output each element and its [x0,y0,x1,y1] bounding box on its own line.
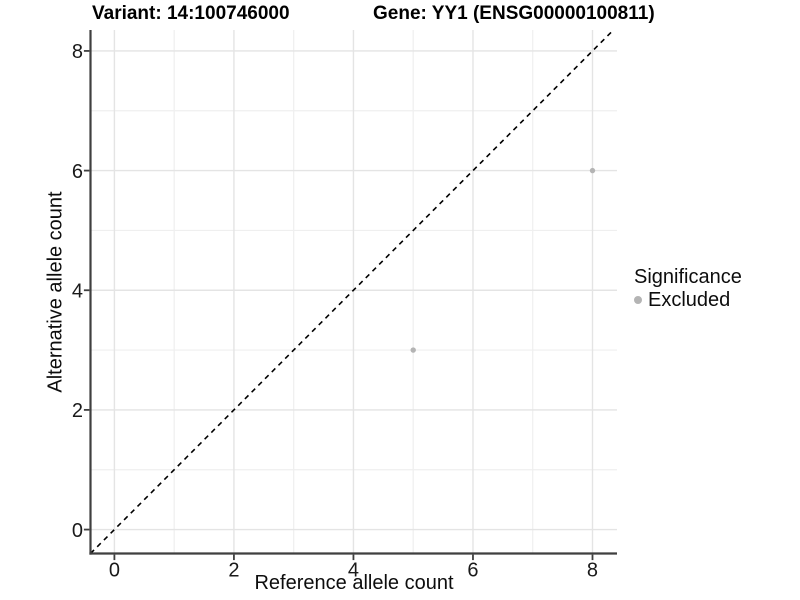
y-tick-label: 0 [72,520,83,542]
x-axis-title: Reference allele count [254,572,454,594]
legend-title: Significance [634,266,742,288]
x-tick-label: 2 [228,560,239,582]
y-axis-title: Alternative allele count [44,191,67,393]
legend-point-icon [634,296,642,304]
x-tick-label: 4 [348,560,359,582]
legend-item-label: Excluded [648,289,731,311]
y-tick-label: 4 [72,281,83,303]
plot-title-gene: Gene: YY1 (ENSG00000100811) [373,3,655,24]
y-tick-label: 8 [72,41,83,63]
legend: Significance Excluded [634,266,742,311]
data-point-excluded [589,167,596,174]
legend-item-excluded: Excluded [634,289,742,311]
identity-dashed-line [89,29,614,555]
data-point-excluded [410,347,416,353]
x-tick-label: 0 [109,560,120,582]
y-tick-label: 6 [72,161,83,183]
y-tick-label: 2 [72,400,83,422]
plot-title-variant: Variant: 14:100746000 [92,3,290,24]
x-tick-label: 6 [467,560,478,582]
x-tick-label: 8 [587,560,598,582]
